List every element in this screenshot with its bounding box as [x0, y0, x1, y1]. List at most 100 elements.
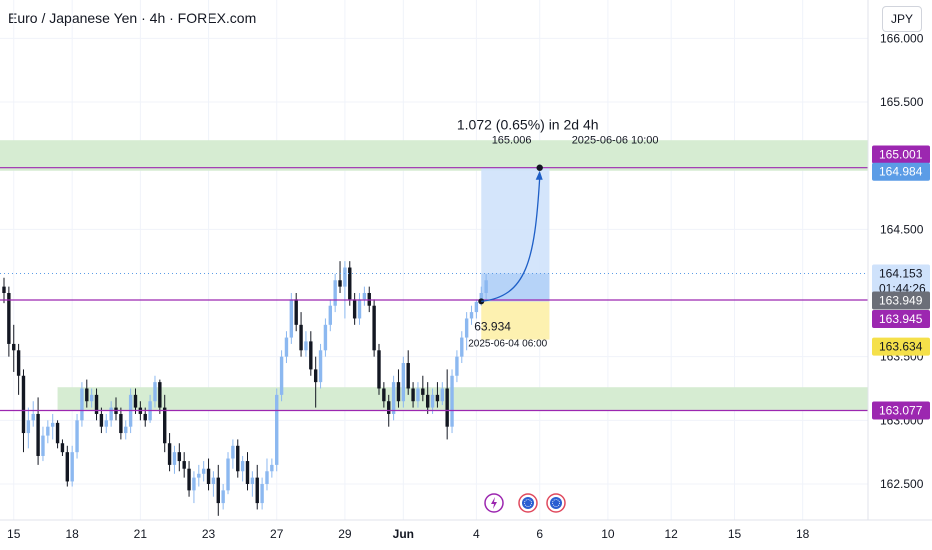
- candle-body: [16, 350, 21, 376]
- candle-body: [51, 422, 55, 427]
- candle-body: [425, 394, 430, 408]
- candle-body: [89, 394, 94, 402]
- entry-time-label: 2025-06-04 06:00: [468, 338, 547, 349]
- candle-body: [31, 413, 35, 421]
- candle-body: [133, 394, 138, 408]
- target-point: [536, 164, 543, 171]
- price-tick-label: 162.500: [880, 477, 924, 491]
- candle-body: [2, 286, 6, 293]
- grid: [0, 0, 868, 520]
- candle-body: [109, 407, 113, 421]
- candle-body: [391, 382, 396, 414]
- price-label-badge: [872, 401, 930, 420]
- candle-body: [338, 280, 342, 287]
- candle-body: [479, 292, 483, 302]
- candle-body: [104, 420, 108, 427]
- currency-selector[interactable]: JPY: [882, 6, 922, 32]
- candle-body: [158, 382, 162, 408]
- lightning-icon[interactable]: [484, 493, 504, 513]
- candle-body: [401, 363, 406, 402]
- price-label-text: 164.153: [879, 267, 923, 281]
- price-label-badge: [872, 309, 930, 328]
- price-label-badge: [872, 162, 930, 181]
- candle-body: [460, 337, 464, 357]
- price-label-text: 163.077: [879, 404, 923, 418]
- price-label-badge: [872, 337, 930, 356]
- candle-body: [484, 280, 488, 293]
- candle-body: [474, 301, 479, 313]
- candle-body: [367, 292, 371, 306]
- time-tick-label: 10: [601, 527, 615, 541]
- candle-body: [99, 413, 104, 427]
- candle-body: [455, 356, 459, 376]
- candle-body: [445, 388, 449, 427]
- candle-body: [387, 401, 391, 414]
- candle-body: [124, 426, 128, 434]
- candle-body: [85, 388, 89, 402]
- candle-body: [284, 337, 289, 357]
- loss-zone[interactable]: [481, 301, 550, 340]
- zone-band: [57, 387, 868, 411]
- candle-body: [80, 388, 84, 421]
- candle-body: [328, 305, 332, 325]
- candle-body: [240, 461, 245, 472]
- candle-body: [313, 369, 318, 383]
- globe-icon-ring-inner: [552, 499, 560, 507]
- globe-icon[interactable]: [546, 493, 566, 513]
- candle-body: [187, 468, 191, 491]
- candle-body: [411, 388, 415, 402]
- candle-body: [197, 473, 201, 478]
- projection-price: 165.006: [492, 135, 532, 147]
- time-axis[interactable]: 15 18 21 23 27 29 Jun 4 6 10 12 15 18: [0, 519, 932, 541]
- price-label-text: 163.949: [879, 293, 923, 307]
- horizontal-lines: [0, 167, 868, 412]
- time-tick-label: 6: [536, 527, 543, 541]
- time-tick-label: 4: [473, 527, 480, 541]
- candle-body: [46, 426, 50, 436]
- candle-body: [231, 445, 235, 459]
- candle-body: [333, 280, 337, 306]
- candle-body: [265, 471, 269, 484]
- candle-body: [245, 461, 250, 484]
- globe-icon[interactable]: [518, 493, 538, 513]
- candle-body: [226, 458, 230, 491]
- candle-body: [153, 382, 157, 402]
- candles: [2, 261, 488, 516]
- globe-icon-fill: [550, 497, 562, 509]
- candle-body: [41, 435, 45, 456]
- time-tick-label: 21: [134, 527, 148, 541]
- projection-curve: [481, 177, 541, 303]
- candle-body: [65, 452, 70, 482]
- candle-body: [348, 267, 352, 300]
- candle-body: [372, 305, 376, 351]
- price-label-badge: [872, 145, 930, 164]
- time-tick-label: 15: [7, 527, 21, 541]
- candle-body: [177, 452, 182, 462]
- candle-body: [318, 350, 323, 383]
- projection-arrowhead: [535, 170, 543, 180]
- price-axis[interactable]: 166.000165.500164.500163.500163.000162.5…: [867, 0, 930, 520]
- candle-body: [94, 394, 99, 414]
- long-position-tool[interactable]: [481, 167, 550, 340]
- projection-time: 2025-06-06 10:00: [572, 135, 659, 147]
- time-tick-label: 12: [665, 527, 679, 541]
- candle-body: [250, 477, 255, 484]
- candle-body: [270, 464, 274, 472]
- candle-body: [55, 422, 60, 444]
- candle-body: [143, 413, 147, 421]
- support-resistance-zones: [0, 140, 868, 411]
- candle-body: [416, 388, 420, 402]
- candle-body: [221, 490, 225, 504]
- candle-body: [172, 452, 177, 465]
- projection-summary: 1.072 (0.65%) in 2d 4h: [457, 117, 599, 133]
- time-tick-label: 18: [796, 527, 810, 541]
- candle-body: [464, 318, 469, 338]
- candle-body: [60, 443, 65, 453]
- price-label-badge: [872, 264, 930, 297]
- candle-body: [21, 375, 26, 434]
- event-markers[interactable]: [484, 493, 566, 513]
- candle-body: [289, 299, 294, 338]
- candle-body: [206, 468, 211, 484]
- candle-body: [309, 341, 313, 370]
